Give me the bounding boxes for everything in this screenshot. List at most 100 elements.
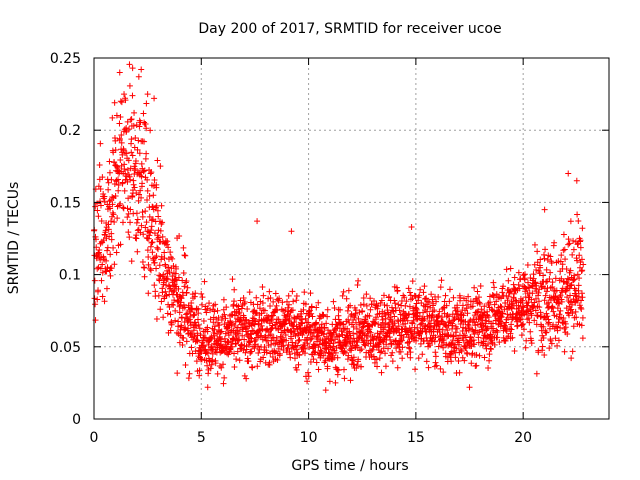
data-point bbox=[173, 265, 180, 272]
data-point bbox=[436, 321, 443, 328]
data-point bbox=[151, 95, 158, 102]
data-point bbox=[563, 265, 570, 272]
data-point bbox=[312, 349, 319, 356]
data-point bbox=[579, 294, 586, 301]
data-point bbox=[305, 369, 312, 376]
data-point bbox=[125, 195, 132, 202]
data-point bbox=[175, 285, 182, 292]
data-point bbox=[284, 345, 291, 352]
data-point bbox=[534, 248, 541, 255]
data-point bbox=[405, 285, 412, 292]
data-point bbox=[540, 335, 547, 342]
data-point bbox=[92, 317, 99, 324]
data-point bbox=[229, 276, 236, 283]
data-point bbox=[527, 328, 534, 335]
data-point bbox=[281, 321, 288, 328]
data-point bbox=[129, 192, 136, 199]
data-point bbox=[573, 257, 580, 264]
data-point bbox=[547, 269, 554, 276]
data-point bbox=[125, 229, 132, 236]
data-point bbox=[131, 163, 138, 170]
data-point bbox=[150, 192, 157, 199]
data-point bbox=[136, 191, 142, 198]
data-point bbox=[273, 302, 280, 309]
data-point bbox=[570, 246, 577, 253]
data-point bbox=[236, 357, 243, 364]
data-point bbox=[417, 286, 424, 293]
data-point bbox=[490, 279, 497, 286]
data-point bbox=[204, 328, 211, 335]
data-point bbox=[156, 272, 163, 279]
data-point bbox=[133, 121, 140, 128]
data-point bbox=[500, 283, 507, 290]
data-point bbox=[235, 337, 242, 344]
data-point bbox=[425, 364, 432, 371]
data-point bbox=[158, 221, 165, 228]
data-point bbox=[132, 158, 139, 165]
data-point bbox=[444, 327, 451, 334]
data-point bbox=[218, 317, 225, 324]
data-point bbox=[414, 324, 421, 331]
data-point bbox=[523, 337, 530, 344]
data-point bbox=[312, 342, 319, 349]
data-point bbox=[336, 325, 343, 332]
data-point bbox=[180, 292, 187, 299]
data-point bbox=[484, 312, 491, 319]
data-point bbox=[235, 303, 242, 310]
data-point bbox=[207, 307, 214, 314]
data-point bbox=[555, 300, 562, 307]
data-point bbox=[525, 279, 532, 286]
y-tick-label: 0.2 bbox=[59, 123, 81, 139]
data-point bbox=[208, 343, 215, 350]
data-point bbox=[147, 170, 154, 177]
data-point bbox=[240, 295, 247, 302]
data-point bbox=[423, 295, 430, 302]
data-point bbox=[135, 197, 142, 204]
data-point bbox=[97, 140, 104, 147]
data-point bbox=[91, 277, 98, 284]
data-point bbox=[95, 213, 102, 220]
data-point bbox=[576, 275, 583, 282]
data-point bbox=[483, 317, 490, 324]
data-point bbox=[218, 364, 225, 371]
data-point bbox=[139, 180, 146, 187]
data-point bbox=[105, 179, 112, 186]
data-point bbox=[567, 267, 574, 274]
data-point bbox=[337, 306, 344, 313]
data-point bbox=[214, 370, 221, 377]
data-point bbox=[132, 234, 139, 241]
data-point bbox=[514, 323, 521, 330]
data-point bbox=[478, 306, 485, 313]
data-point bbox=[508, 321, 515, 328]
y-tick-label: 0 bbox=[72, 412, 81, 428]
data-point bbox=[334, 366, 341, 373]
data-point bbox=[494, 334, 501, 341]
data-point bbox=[107, 272, 114, 279]
data-point bbox=[412, 304, 419, 311]
data-point bbox=[111, 181, 118, 188]
data-point bbox=[254, 301, 261, 308]
data-point bbox=[399, 344, 406, 351]
data-point bbox=[477, 283, 484, 290]
data-point bbox=[567, 218, 574, 225]
data-point bbox=[199, 294, 206, 301]
data-point bbox=[324, 363, 331, 370]
data-point bbox=[532, 279, 539, 286]
data-point bbox=[340, 321, 347, 328]
data-point bbox=[543, 310, 550, 317]
data-point bbox=[172, 307, 179, 314]
data-point bbox=[320, 331, 327, 338]
data-point bbox=[451, 314, 458, 321]
data-point bbox=[109, 193, 116, 200]
data-point bbox=[167, 327, 174, 334]
data-point bbox=[572, 287, 579, 294]
data-point bbox=[166, 269, 173, 276]
data-points bbox=[91, 61, 587, 394]
data-point bbox=[106, 198, 113, 205]
data-point bbox=[565, 312, 572, 319]
data-point bbox=[347, 377, 354, 384]
data-point bbox=[108, 265, 115, 272]
data-point bbox=[536, 304, 543, 311]
data-point bbox=[355, 356, 362, 363]
data-point bbox=[557, 292, 564, 299]
